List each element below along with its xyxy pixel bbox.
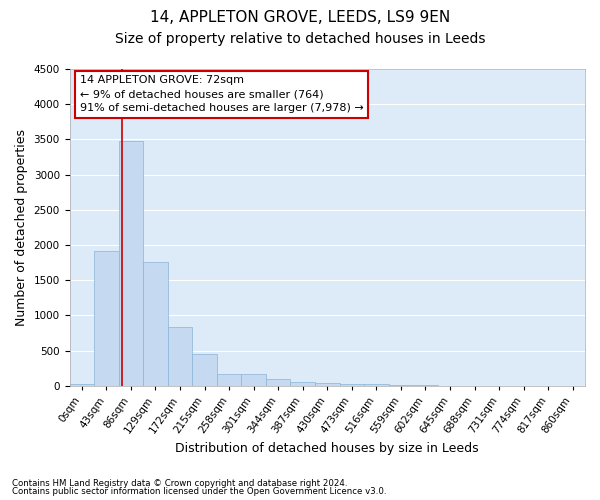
Bar (389, 385, 413, 386)
Bar (217, 374, 241, 386)
Text: Contains HM Land Registry data © Crown copyright and database right 2024.: Contains HM Land Registry data © Crown c… (12, 478, 347, 488)
Text: Contains public sector information licensed under the Open Government Licence v3: Contains public sector information licen… (12, 487, 386, 496)
Bar (364, 384, 389, 386)
Bar (192, 354, 217, 386)
Bar (168, 326, 192, 386)
X-axis label: Distribution of detached houses by size in Leeds: Distribution of detached houses by size … (175, 442, 479, 455)
Text: Size of property relative to detached houses in Leeds: Size of property relative to detached ho… (115, 32, 485, 46)
Text: 14 APPLETON GROVE: 72sqm
← 9% of detached houses are smaller (764)
91% of semi-d: 14 APPLETON GROVE: 72sqm ← 9% of detache… (80, 76, 364, 114)
Bar (266, 380, 290, 386)
Bar (119, 141, 143, 386)
Y-axis label: Number of detached properties: Number of detached properties (15, 129, 28, 326)
Bar (290, 382, 315, 386)
Bar (70, 384, 94, 386)
Bar (340, 384, 364, 386)
Bar (94, 250, 119, 386)
Bar (315, 382, 340, 386)
Bar (143, 262, 168, 386)
Text: 14, APPLETON GROVE, LEEDS, LS9 9EN: 14, APPLETON GROVE, LEEDS, LS9 9EN (150, 10, 450, 25)
Bar (241, 374, 266, 386)
